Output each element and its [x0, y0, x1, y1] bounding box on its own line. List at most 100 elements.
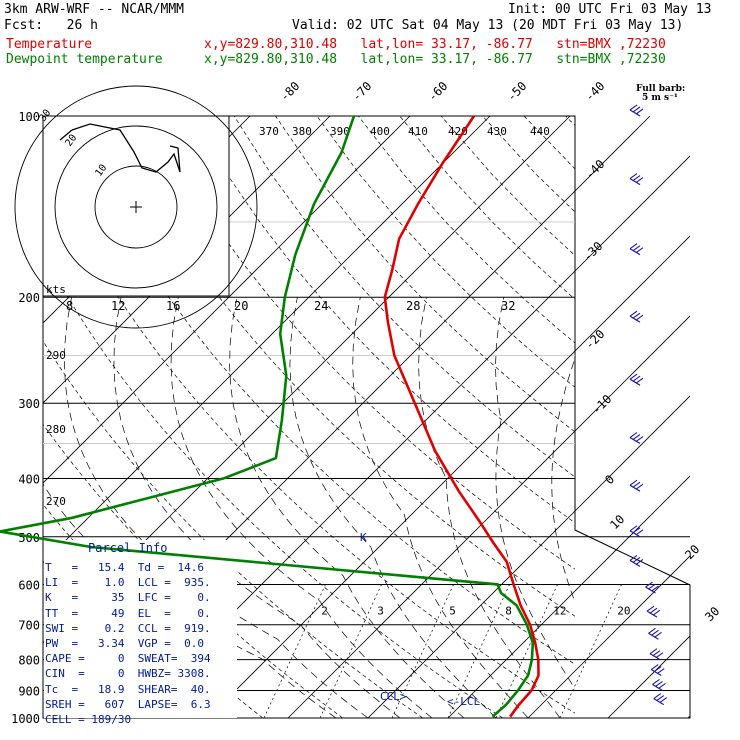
barb-legend: Full barb: 5 m s⁻¹ [636, 85, 685, 103]
mixing-ratio-label-8: 8 [505, 605, 512, 618]
isotherm--120 [0, 116, 10, 718]
moist-adiabat-20 [352, 297, 529, 718]
wind-barb-flag-14-0 [652, 679, 660, 685]
theta-label-400: 400 [370, 125, 390, 138]
right-isotherm-label-4: 0 [602, 472, 617, 487]
wind-barb-1 [629, 178, 641, 186]
speed-tick-16: 16 [166, 299, 180, 313]
wind-barb-flag-1-2 [635, 177, 644, 184]
moist-adiabat-32 [551, 297, 575, 718]
isotherm-0 [367, 395, 690, 718]
mixing-ratio-line-3 [319, 584, 382, 719]
top-isotherm-label-4: -40 [582, 79, 607, 104]
forecast-hour: Fcst: 26 h [4, 18, 98, 33]
wind-barb-5 [629, 437, 641, 445]
dry-adiabat-460 [690, 116, 740, 718]
wind-barb-flag-2-0 [629, 243, 638, 250]
wind-barb-flag-5-1 [632, 434, 641, 440]
speed-tick-28: 28 [406, 299, 420, 313]
wind-barb-0 [629, 109, 641, 117]
pressure-label-200: 200 [18, 291, 40, 305]
parcel-info-title: Parcel Info [88, 541, 168, 555]
wind-barb-flag-15-2 [659, 697, 668, 704]
right-isotherm-label-0: -40 [582, 157, 607, 182]
wind-barb-flag-8-0 [629, 554, 638, 561]
top-isotherm-label-1: -70 [349, 79, 374, 104]
pressure-label-100: 100 [18, 110, 40, 124]
parcel-info-row: CIN = 0 HWBZ= 3308. [45, 667, 211, 681]
moist-adiabat-28 [495, 297, 575, 718]
wind-barb-11 [648, 632, 659, 640]
wind-barb-flag-6-0 [629, 479, 638, 486]
wind-barb-flag-4-2 [635, 377, 644, 384]
isotherm-10 [447, 475, 690, 718]
speed-tick-24: 24 [314, 299, 328, 313]
isotherm--20 [207, 235, 690, 718]
dry-adiabat-400 [440, 116, 575, 718]
theta-label-380: 380 [292, 125, 312, 138]
dry-adiabat-350 [233, 116, 575, 718]
dry-adiabat-450 [648, 116, 740, 718]
dry-adiabat-360 [275, 116, 575, 718]
parcel-info-row: T = 15.4 Td = 14.6 [45, 561, 204, 574]
parcel-info-row: LI = 1.0 LCL = 935. [45, 576, 211, 590]
wind-barb-flag-12-1 [652, 650, 661, 657]
dry-adiabat-410 [482, 116, 575, 718]
dry-adiabat-430 [565, 116, 575, 718]
hodograph-trace [71, 123, 181, 173]
dewpoint-location: x,y=829.80,310.48 lat,lon= 33.17, -86.77… [204, 52, 666, 67]
dry-adiabat-280 [43, 116, 423, 718]
wind-barb-flag-4-1 [632, 375, 641, 382]
parcel-info-row: PW = 3.34 VGP = 0.0 [45, 637, 204, 650]
wind-barb-flag-12-0 [649, 648, 658, 655]
wind-barb-flag-13-1 [653, 666, 662, 672]
right-isotherm-label-1: -30 [580, 239, 605, 264]
dry-adiabat-470 [731, 116, 740, 718]
wind-barb-2 [629, 248, 641, 256]
wind-barb-6 [629, 484, 641, 492]
wind-barb-flag-2-2 [635, 247, 644, 254]
theta-low-label-280: 280 [46, 423, 66, 436]
wind-barb-9 [645, 586, 656, 594]
wind-barb-flag-7-2 [635, 529, 644, 536]
right-isotherm-label-7: 30 [702, 604, 722, 624]
hodograph-trace-start [59, 129, 73, 141]
lcl-marker: <-LCL [447, 695, 480, 708]
moist-adiabat-4 [113, 297, 401, 718]
wind-barb-flag-6-2 [635, 483, 644, 490]
wind-barb-flag-8-2 [635, 558, 644, 565]
wind-barb-4 [629, 378, 641, 386]
top-isotherm-label-3: -50 [504, 79, 529, 104]
parcel-info-row: CAPE = 0 SWEAT= 394 [45, 652, 211, 666]
speed-tick-20: 20 [234, 299, 248, 313]
isotherm-30 [607, 635, 690, 718]
wind-barb-10 [646, 610, 658, 618]
theta-label-410: 410 [408, 125, 428, 138]
wind-barb-flag-10-2 [652, 609, 661, 616]
temperature-profile [383, 115, 540, 718]
mixing-ratio-label-3: 3 [377, 605, 384, 618]
pressure-label-400: 400 [18, 472, 40, 486]
hodograph-ring-2 [14, 85, 258, 329]
wind-barb-flag-1-1 [632, 175, 641, 182]
parcel-info-row: SWI = 0.2 CCL = 919. [45, 621, 211, 635]
wind-barb-7 [629, 530, 641, 538]
wind-barb-flag-3-2 [635, 314, 644, 321]
right-isotherm-label-6: 20 [682, 542, 702, 562]
pressure-label-700: 700 [18, 619, 40, 633]
wind-barb-flag-11-2 [654, 631, 662, 638]
wind-barb-flag-15-1 [656, 695, 665, 702]
mixing-ratio-label-12: 12 [553, 605, 566, 618]
mixing-ratio-line-2 [263, 584, 326, 719]
wind-barb-13 [650, 668, 662, 677]
dry-adiabat-290 [43, 116, 503, 718]
mixing-ratio-line-20 [559, 584, 622, 719]
dry-adiabat-440 [607, 116, 740, 718]
temperature-legend: Temperature [6, 37, 93, 52]
parcel-info-row: CELL = 189/30 [45, 713, 132, 726]
wind-barb-flag-10-1 [649, 607, 658, 614]
speed-tick-8: 8 [66, 299, 73, 313]
dry-adiabat-340 [192, 116, 575, 718]
